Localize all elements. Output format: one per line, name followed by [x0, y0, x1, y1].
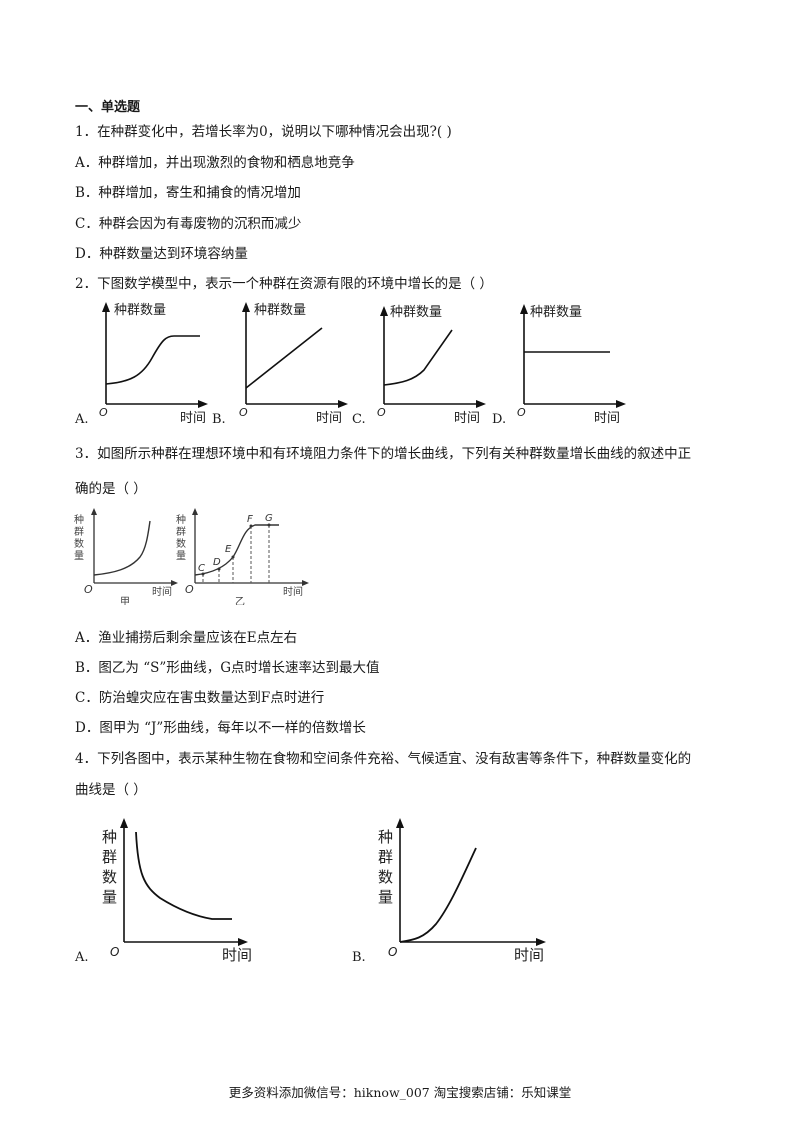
svg-text:O: O	[99, 406, 108, 419]
question-2-stem: 2．下图数学模型中，表示一个种群在资源有限的环境中增长的是（ ）	[75, 276, 493, 292]
svg-text:种群数量: 种群数量	[530, 305, 582, 320]
svg-text:甲: 甲	[120, 597, 130, 605]
svg-text:D: D	[213, 557, 221, 568]
svg-text:种群数量: 种群数量	[114, 303, 166, 318]
svg-text:O: O	[84, 583, 93, 596]
svg-text:数: 数	[378, 868, 393, 886]
q2-figure-c: 种群数量 O 时间	[368, 298, 488, 426]
svg-text:时间: 时间	[316, 411, 342, 426]
svg-text:O: O	[377, 406, 386, 419]
question-1-option-a: A．种群增加，并出现激烈的食物和栖息地竞争	[75, 155, 355, 171]
question-1-option-b: B．种群增加，寄生和捕食的情况增加	[75, 185, 301, 201]
question-3-option-b: B．图乙为 “S”形曲线，G点时增长速率达到最大值	[75, 660, 380, 676]
svg-text:O: O	[517, 406, 526, 419]
svg-text:种: 种	[74, 513, 84, 526]
svg-text:时间: 时间	[222, 946, 252, 964]
svg-text:乙: 乙	[235, 596, 245, 605]
q2-label-b: B.	[212, 412, 226, 427]
svg-text:E: E	[225, 544, 232, 555]
question-3-option-c: C．防治蝗灾应在害虫数量达到F点时进行	[75, 690, 325, 706]
svg-text:种: 种	[378, 828, 393, 846]
q2-figure-b: 种群数量 O 时间	[230, 298, 350, 426]
svg-text:种: 种	[102, 828, 117, 846]
svg-text:群: 群	[378, 848, 393, 866]
section-title: 一、单选题	[75, 100, 141, 115]
svg-text:群: 群	[74, 525, 84, 538]
svg-text:O: O	[185, 583, 194, 596]
question-4-stem-line2: 曲线是（ ）	[75, 782, 147, 798]
svg-text:数: 数	[176, 537, 186, 550]
svg-text:时间: 时间	[594, 411, 620, 426]
svg-text:C: C	[198, 563, 205, 574]
question-1-option-d: D．种群数量达到环境容纳量	[75, 246, 248, 262]
svg-text:时间: 时间	[454, 411, 480, 426]
svg-text:O: O	[110, 945, 119, 959]
q3-figure-jia: 种 群 数 量 O 时间 甲	[70, 505, 180, 605]
q4-label-b: B.	[352, 950, 366, 965]
svg-text:群: 群	[176, 525, 186, 538]
question-3-stem-line2: 确的是（ ）	[75, 481, 147, 497]
q4-figure-b: 种 群 数 量 O 时间	[374, 814, 554, 964]
svg-text:数: 数	[102, 868, 117, 886]
footer-contact: 更多资料添加微信号：hiknow_007 淘宝搜索店铺：乐知课堂	[228, 1085, 572, 1100]
svg-text:数: 数	[74, 537, 84, 550]
svg-text:时间: 时间	[152, 585, 172, 598]
q2-figure-a: 种群数量 O 时间	[90, 298, 210, 426]
svg-text:种: 种	[176, 513, 186, 526]
q2-label-d: D.	[492, 412, 507, 427]
question-3-option-d: D．图甲为 “J”形曲线，每年以不一样的倍数增长	[75, 720, 366, 736]
question-4-stem-line1: 4．下列各图中，表示某种生物在食物和空间条件充裕、气候适宜、没有敌害等条件下，种…	[75, 751, 692, 767]
svg-text:G: G	[265, 513, 273, 524]
svg-text:量: 量	[74, 550, 84, 562]
question-1-stem: 1．在种群变化中，若增长率为0，说明以下哪种情况会出现?( )	[75, 124, 452, 140]
svg-text:种群数量: 种群数量	[390, 305, 442, 320]
question-3-stem-line1: 3．如图所示种群在理想环境中和有环境阻力条件下的增长曲线，下列有关种群数量增长曲…	[75, 446, 692, 462]
question-3-option-a: A．渔业捕捞后剩余量应该在E点左右	[75, 630, 298, 646]
question-1-option-c: C．种群会因为有毒废物的沉积而减少	[75, 216, 302, 232]
q2-figure-d: 种群数量 O 时间	[508, 298, 628, 426]
svg-text:群: 群	[102, 848, 117, 866]
q2-label-a: A.	[75, 412, 89, 427]
svg-text:量: 量	[378, 888, 393, 906]
q4-label-a: A.	[75, 950, 89, 965]
svg-text:种群数量: 种群数量	[254, 303, 306, 318]
q4-figure-a: 种 群 数 量 O 时间	[98, 814, 258, 964]
svg-text:量: 量	[102, 888, 117, 906]
svg-text:时间: 时间	[283, 585, 303, 598]
svg-text:O: O	[239, 406, 248, 419]
svg-text:O: O	[388, 945, 397, 959]
svg-text:时间: 时间	[180, 411, 206, 426]
q2-label-c: C.	[352, 412, 366, 427]
svg-text:时间: 时间	[514, 946, 544, 964]
svg-text:F: F	[247, 514, 253, 525]
svg-text:量: 量	[176, 550, 186, 562]
